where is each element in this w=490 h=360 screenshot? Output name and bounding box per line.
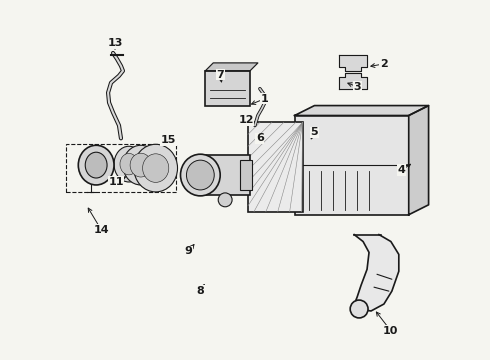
Bar	[205, 71, 250, 105]
Ellipse shape	[120, 153, 138, 175]
Ellipse shape	[187, 160, 214, 190]
Polygon shape	[409, 105, 429, 215]
Bar	[294, 116, 409, 215]
Polygon shape	[339, 55, 367, 71]
Ellipse shape	[114, 146, 144, 182]
Text: 3: 3	[353, 82, 361, 92]
Circle shape	[218, 193, 232, 207]
Text: 10: 10	[383, 326, 398, 336]
Bar	[200, 155, 250, 195]
Circle shape	[350, 300, 368, 318]
Polygon shape	[294, 105, 429, 116]
Ellipse shape	[134, 144, 177, 192]
Ellipse shape	[143, 154, 169, 183]
Text: 2: 2	[380, 59, 388, 69]
Text: 1: 1	[261, 94, 269, 104]
Text: 15: 15	[161, 135, 176, 145]
Text: 14: 14	[93, 225, 109, 235]
Bar	[248, 122, 302, 212]
Text: 12: 12	[238, 116, 254, 126]
Text: 7: 7	[216, 70, 224, 80]
Ellipse shape	[78, 145, 114, 185]
Text: 13: 13	[107, 38, 122, 48]
Ellipse shape	[130, 153, 151, 177]
Text: 11: 11	[108, 177, 124, 187]
Text: 8: 8	[196, 286, 204, 296]
Ellipse shape	[85, 152, 107, 178]
Ellipse shape	[123, 145, 159, 185]
Polygon shape	[339, 73, 367, 89]
Text: 5: 5	[311, 127, 319, 138]
Bar	[66, 144, 175, 192]
Text: 4: 4	[398, 165, 406, 175]
Bar	[240, 160, 252, 190]
Ellipse shape	[180, 154, 220, 196]
Text: 9: 9	[185, 247, 193, 256]
Text: 6: 6	[256, 133, 264, 143]
Polygon shape	[205, 63, 258, 71]
Polygon shape	[353, 235, 399, 311]
